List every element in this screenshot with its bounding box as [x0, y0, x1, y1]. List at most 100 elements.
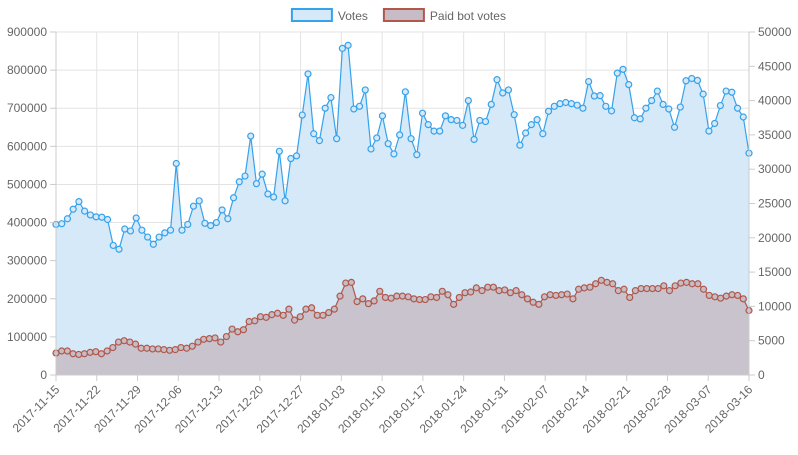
data-point-votes: [470, 135, 478, 144]
data-point-votes: [218, 206, 226, 214]
data-point-votes: [504, 86, 513, 94]
data-point-paid-bot-votes: [694, 280, 702, 288]
data-point-votes: [189, 202, 198, 210]
data-point-votes: [304, 70, 312, 78]
data-point-paid-bot-votes: [421, 295, 429, 304]
data-point-paid-bot-votes: [557, 291, 566, 299]
data-point-paid-bot-votes: [711, 293, 719, 301]
data-point-votes: [396, 131, 404, 139]
data-point-votes: [327, 93, 335, 102]
data-point-votes: [705, 127, 713, 135]
data-point-votes: [247, 132, 255, 140]
data-point-votes: [585, 77, 593, 86]
data-point-paid-bot-votes: [120, 337, 128, 345]
data-point-votes: [453, 116, 461, 125]
data-point-paid-bot-votes: [444, 291, 452, 299]
data-point-votes: [275, 147, 283, 155]
data-point-paid-bot-votes: [398, 292, 407, 300]
data-point-votes: [252, 180, 261, 188]
data-point-paid-bot-votes: [262, 313, 270, 321]
data-point-votes: [75, 197, 83, 206]
data-point-paid-bot-votes: [205, 335, 213, 343]
y-left-tick-label: 500000: [7, 177, 47, 191]
data-point-paid-bot-votes: [705, 291, 713, 300]
data-point-votes: [625, 80, 633, 89]
data-point-votes: [556, 100, 564, 108]
data-point-paid-bot-votes: [563, 290, 571, 298]
data-point-votes: [390, 150, 398, 158]
data-point-votes: [648, 96, 656, 105]
data-point-votes: [310, 130, 318, 138]
data-point-paid-bot-votes: [319, 311, 327, 319]
data-point-paid-bot-votes: [603, 278, 611, 286]
y-right-tick-label: 10000: [758, 299, 792, 313]
data-point-votes: [103, 215, 112, 224]
data-point-paid-bot-votes: [734, 291, 742, 300]
data-point-votes: [464, 96, 472, 105]
data-point-votes: [373, 134, 381, 142]
data-point-paid-bot-votes: [574, 285, 583, 293]
data-point-votes: [144, 233, 152, 241]
data-point-paid-bot-votes: [177, 343, 185, 352]
data-point-votes: [636, 115, 644, 123]
y-right-tick-label: 0: [758, 368, 765, 382]
data-point-paid-bot-votes: [285, 305, 293, 313]
data-point-votes: [81, 207, 89, 215]
data-point-paid-bot-votes: [330, 305, 338, 313]
data-point-votes: [184, 220, 192, 229]
legend-label-votes: Votes: [338, 9, 368, 23]
data-point-votes: [424, 121, 432, 129]
series-area-votes: [56, 45, 749, 375]
data-point-paid-bot-votes: [279, 311, 287, 319]
data-point-votes: [550, 102, 558, 110]
data-point-paid-bot-votes: [200, 335, 208, 343]
data-point-paid-bot-votes: [143, 344, 151, 352]
data-point-paid-bot-votes: [427, 293, 435, 301]
series-line-votes: [55, 44, 750, 251]
data-point-paid-bot-votes: [614, 287, 622, 295]
data-point-votes: [86, 211, 94, 219]
data-point-votes: [241, 172, 249, 180]
data-point-paid-bot-votes: [682, 278, 691, 286]
data-point-votes: [333, 135, 341, 143]
data-point-votes: [567, 100, 576, 108]
data-point-paid-bot-votes: [245, 317, 253, 326]
y-right-tick-label: 20000: [758, 231, 792, 245]
y-left-tick-label: 800000: [7, 63, 47, 77]
data-point-paid-bot-votes: [342, 279, 350, 287]
data-point-votes: [613, 69, 621, 77]
data-point-paid-bot-votes: [552, 291, 560, 300]
data-point-votes: [355, 102, 364, 110]
data-point-votes: [378, 112, 387, 120]
data-point-paid-bot-votes: [97, 350, 106, 358]
data-point-paid-bot-votes: [432, 293, 441, 302]
data-point-paid-bot-votes: [251, 317, 259, 325]
y-right-tick-label: 30000: [758, 162, 792, 176]
data-point-votes: [63, 215, 72, 223]
data-point-votes: [195, 197, 203, 205]
data-point-paid-bot-votes: [722, 292, 730, 300]
data-point-votes: [298, 111, 306, 119]
legend-swatch-votes: [290, 8, 333, 22]
data-point-paid-bot-votes: [188, 342, 196, 350]
data-point-paid-bot-votes: [290, 316, 299, 324]
data-point-paid-bot-votes: [69, 350, 77, 358]
data-point-votes: [579, 104, 587, 112]
y-right-tick-label: 35000: [758, 128, 792, 142]
data-point-paid-bot-votes: [461, 289, 469, 297]
data-point-votes: [476, 116, 484, 125]
data-point-votes: [481, 117, 490, 126]
data-point-votes: [229, 194, 238, 202]
data-point-votes: [212, 218, 220, 227]
legend: Votes Paid bot votes: [290, 8, 506, 23]
data-point-votes: [338, 44, 346, 52]
data-point-votes: [115, 245, 123, 253]
data-point-votes: [69, 205, 77, 213]
data-point-paid-bot-votes: [677, 279, 685, 287]
y-right-tick-label: 15000: [758, 265, 792, 279]
data-point-paid-bot-votes: [228, 325, 236, 333]
data-point-paid-bot-votes: [80, 350, 89, 358]
data-point-paid-bot-votes: [325, 308, 333, 317]
